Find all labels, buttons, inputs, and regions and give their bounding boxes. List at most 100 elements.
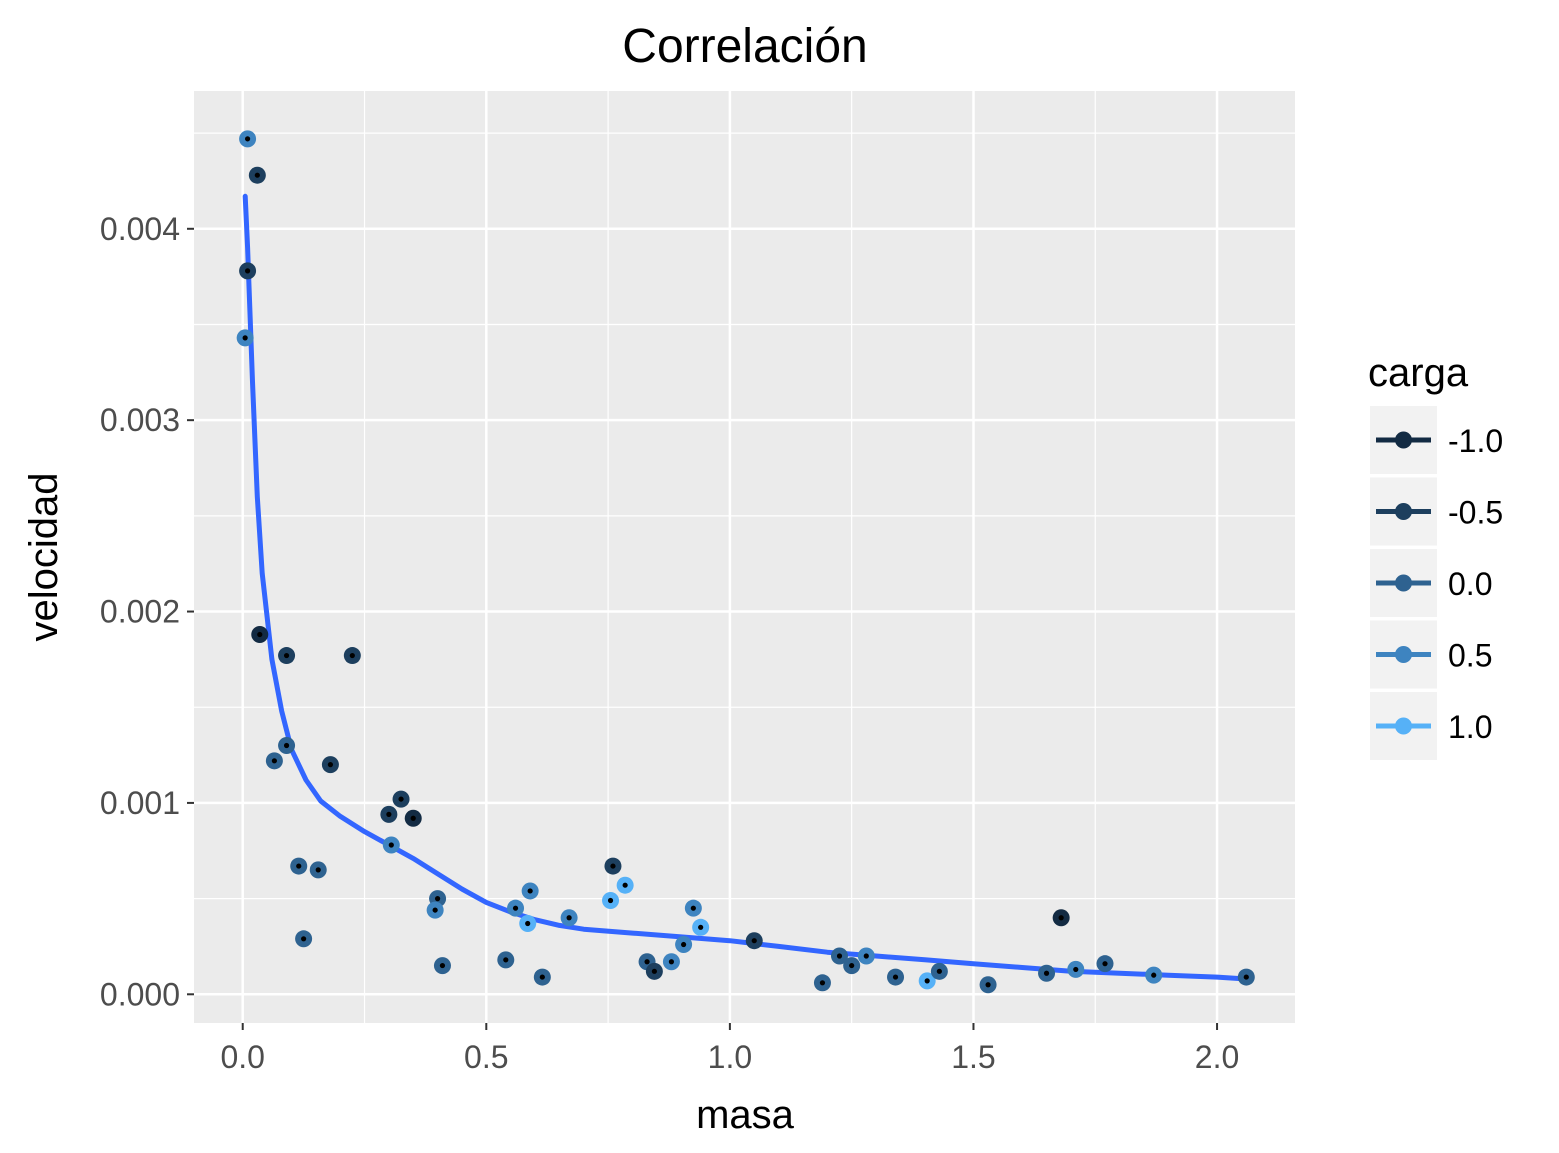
- data-point: [382, 836, 400, 854]
- data-point-center: [503, 957, 509, 963]
- legend-label: -1.0: [1448, 423, 1503, 459]
- data-point: [857, 947, 875, 965]
- data-point-center: [863, 953, 869, 959]
- legend-label: 0.5: [1448, 638, 1492, 674]
- data-point: [918, 972, 936, 990]
- data-point-center: [349, 652, 355, 659]
- data-point: [745, 932, 763, 950]
- data-point: [684, 899, 702, 917]
- data-point-center: [434, 896, 441, 902]
- x-axis-title: masa: [696, 1093, 795, 1137]
- legend-item: 1.0: [1370, 692, 1492, 760]
- data-point-center: [610, 863, 616, 869]
- data-point-center: [690, 905, 696, 911]
- data-point: [239, 130, 257, 148]
- data-point-center: [1058, 915, 1064, 921]
- data-point: [887, 968, 905, 986]
- legend-item: -0.5: [1370, 477, 1503, 546]
- x-tick-label: 0.5: [464, 1039, 508, 1075]
- data-point-center: [644, 959, 650, 965]
- data-point-center: [327, 762, 334, 768]
- data-point: [604, 857, 622, 875]
- legend-item: 0.5: [1370, 620, 1492, 689]
- data-point: [645, 962, 663, 980]
- data-point: [321, 756, 339, 774]
- data-point: [1067, 960, 1085, 978]
- data-point-center: [527, 888, 533, 894]
- data-point: [519, 914, 537, 932]
- data-point-center: [985, 982, 991, 988]
- data-point-center: [1073, 966, 1079, 973]
- data-point: [404, 809, 422, 827]
- x-tick-label: 1.0: [708, 1039, 752, 1075]
- data-point-center: [512, 905, 519, 911]
- data-point-center: [566, 915, 572, 921]
- data-point-center: [386, 811, 392, 818]
- data-point-center: [242, 335, 248, 341]
- data-point: [295, 930, 313, 948]
- data-point-center: [849, 962, 855, 969]
- legend-key-point: [1395, 646, 1412, 663]
- data-point: [507, 899, 525, 917]
- data-point: [265, 752, 283, 770]
- data-point-center: [398, 796, 404, 802]
- data-point-center: [1043, 970, 1050, 976]
- data-point: [1096, 955, 1114, 973]
- data-point: [343, 647, 361, 665]
- data-point: [521, 882, 539, 900]
- x-tick-label: 1.5: [951, 1039, 995, 1075]
- legend-key-point: [1395, 717, 1412, 735]
- data-point-center: [244, 136, 251, 142]
- data-point: [497, 951, 515, 969]
- scatter-points: [236, 130, 1255, 994]
- data-point: [979, 976, 997, 994]
- data-point-center: [539, 974, 545, 980]
- data-point-center: [244, 268, 251, 274]
- data-point-center: [1102, 961, 1108, 967]
- legend-label: 1.0: [1448, 709, 1492, 745]
- data-point-center: [257, 631, 263, 638]
- legend-label: -0.5: [1448, 495, 1503, 531]
- data-point-center: [668, 959, 675, 965]
- data-point: [830, 947, 848, 965]
- data-point-center: [283, 652, 290, 659]
- data-point-center: [283, 742, 290, 749]
- legend-item: 0.0: [1370, 549, 1492, 617]
- data-point: [533, 968, 551, 986]
- data-point: [813, 974, 831, 992]
- data-point-center: [819, 980, 826, 986]
- x-axis-ticks: 0.0 0.5 1.0 1.5 2.0: [220, 1023, 1239, 1075]
- data-point-center: [301, 936, 307, 942]
- y-tick-label: 0.001: [100, 785, 180, 821]
- data-point: [426, 901, 444, 919]
- data-point-center: [836, 953, 843, 959]
- data-point: [1145, 966, 1163, 984]
- data-point-center: [1151, 972, 1157, 978]
- data-point-center: [525, 920, 531, 927]
- data-point: [433, 957, 451, 975]
- data-point-center: [315, 867, 321, 873]
- legend-item: -1.0: [1370, 406, 1503, 474]
- chart-title: Correlación: [622, 20, 867, 73]
- x-tick-label: 2.0: [1195, 1039, 1239, 1075]
- data-point: [662, 953, 680, 971]
- data-point-center: [439, 962, 446, 969]
- y-tick-label: 0.002: [100, 594, 180, 630]
- data-point-center: [296, 863, 302, 869]
- data-point: [290, 857, 308, 875]
- data-point: [239, 262, 257, 280]
- data-point-center: [388, 842, 394, 848]
- legend-key-point: [1395, 431, 1412, 449]
- x-tick-label: 0.0: [220, 1039, 264, 1075]
- data-point: [930, 962, 948, 980]
- data-point-center: [271, 758, 277, 764]
- legend-key-point: [1395, 574, 1412, 592]
- data-point-center: [607, 897, 614, 904]
- data-point: [236, 329, 254, 347]
- data-point: [1038, 964, 1056, 982]
- data-point-center: [410, 815, 416, 821]
- grid-major: [194, 91, 1295, 1023]
- legend-label: 0.0: [1448, 566, 1492, 602]
- data-point: [380, 805, 398, 823]
